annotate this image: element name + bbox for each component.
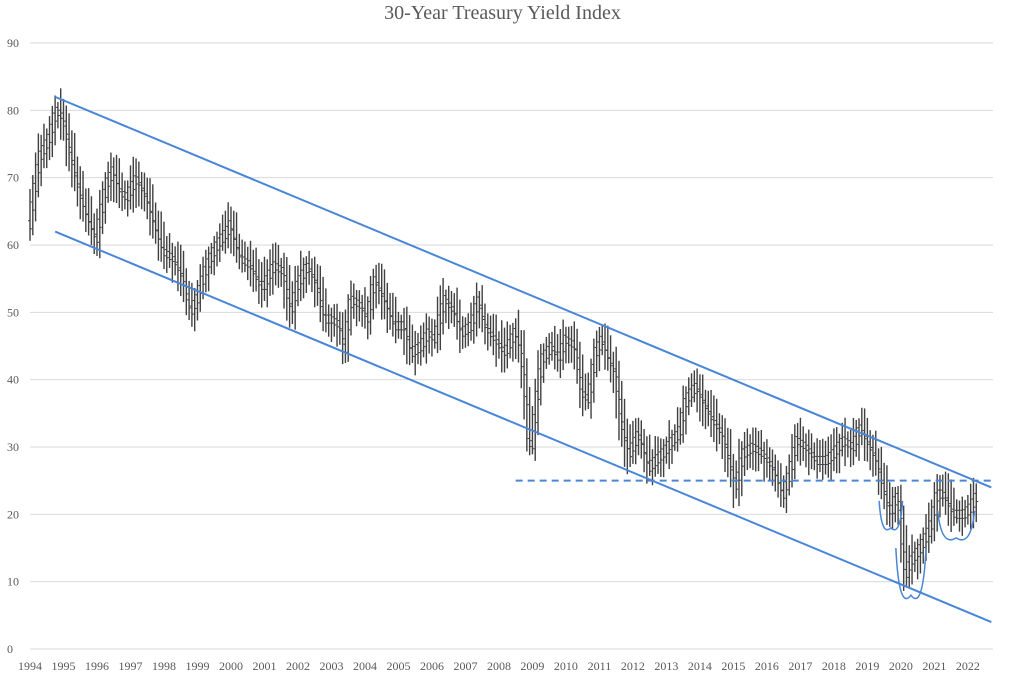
- x-tick-label: 1998: [152, 659, 176, 673]
- x-tick-label: 2005: [386, 659, 410, 673]
- x-tick-label: 1996: [85, 659, 109, 673]
- y-tick-label: 50: [7, 305, 19, 319]
- trendline-lower: [54, 230, 992, 623]
- x-tick-label: 2022: [956, 659, 980, 673]
- x-tick-label: 2019: [855, 659, 879, 673]
- x-tick-label: 2003: [319, 659, 343, 673]
- y-tick-label: 70: [7, 171, 19, 185]
- y-tick-label: 20: [7, 507, 19, 521]
- y-tick-label: 30: [7, 440, 19, 454]
- x-tick-label: 2007: [453, 659, 477, 673]
- x-tick-label: 2021: [922, 659, 946, 673]
- x-tick-label: 2018: [822, 659, 846, 673]
- price-bars: [28, 88, 979, 591]
- x-tick-label: 2015: [721, 659, 745, 673]
- x-tick-label: 1999: [185, 659, 209, 673]
- x-tick-label: 2009: [520, 659, 544, 673]
- y-tick-label: 10: [7, 575, 19, 589]
- y-tick-label: 60: [7, 238, 19, 252]
- y-tick-label: 40: [7, 373, 19, 387]
- y-tick-label: 90: [7, 36, 19, 50]
- chart-title: 30-Year Treasury Yield Index: [384, 2, 621, 24]
- x-tick-label: 1997: [118, 659, 142, 673]
- x-tick-label: 2004: [353, 659, 377, 673]
- x-axis-ticks: 1994 1995 1996 1997 1998 1999 2000 2001 2002 2003…: [18, 659, 980, 673]
- y-tick-label: 0: [7, 642, 13, 656]
- x-tick-label: 2006: [420, 659, 444, 673]
- x-tick-label: 2001: [252, 659, 276, 673]
- y-axis-ticks: 0 10 20 30 40 50 60 70 80 90: [7, 36, 19, 656]
- trendlines: [54, 95, 992, 623]
- pattern-arc: [895, 547, 927, 600]
- x-tick-label: 2020: [889, 659, 913, 673]
- x-tick-label: 2010: [554, 659, 578, 673]
- x-tick-label: 2000: [219, 659, 243, 673]
- x-tick-label: 1995: [51, 659, 75, 673]
- x-tick-label: 1994: [18, 659, 42, 673]
- x-tick-label: 2016: [755, 659, 779, 673]
- x-tick-label: 2017: [788, 659, 812, 673]
- pattern-arc: [936, 510, 976, 541]
- pattern-arc: [878, 500, 904, 531]
- x-tick-label: 2012: [621, 659, 645, 673]
- x-tick-label: 2014: [688, 659, 712, 673]
- trendline-upper: [54, 95, 992, 489]
- x-tick-label: 2011: [588, 659, 612, 673]
- annotation-arcs: [878, 500, 976, 600]
- x-tick-label: 2002: [286, 659, 310, 673]
- x-tick-label: 2013: [654, 659, 678, 673]
- x-tick-label: 2008: [487, 659, 511, 673]
- gridlines: [30, 42, 993, 650]
- y-tick-label: 80: [7, 103, 19, 117]
